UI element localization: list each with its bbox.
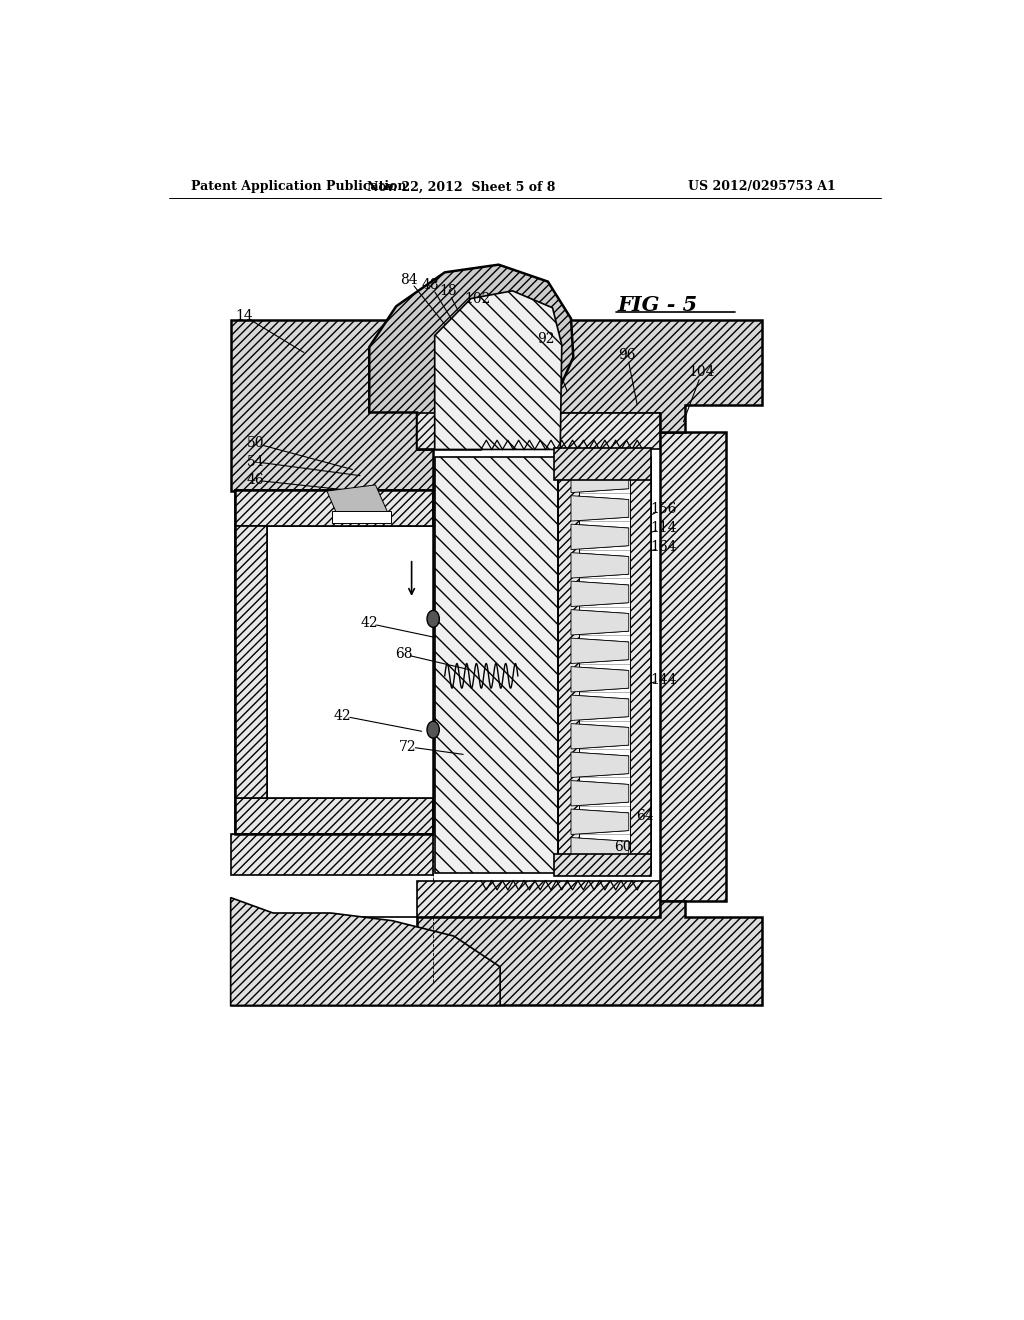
Polygon shape bbox=[230, 902, 762, 1006]
Polygon shape bbox=[435, 457, 558, 873]
Text: 46: 46 bbox=[247, 474, 264, 487]
Text: 102: 102 bbox=[464, 292, 490, 305]
Text: 42: 42 bbox=[360, 616, 378, 631]
Text: 48: 48 bbox=[422, 279, 439, 293]
Polygon shape bbox=[417, 880, 660, 917]
Text: 42: 42 bbox=[334, 709, 351, 723]
Polygon shape bbox=[234, 490, 433, 527]
Text: 60: 60 bbox=[614, 840, 632, 854]
Polygon shape bbox=[230, 917, 417, 948]
Text: 156: 156 bbox=[650, 502, 677, 516]
Polygon shape bbox=[571, 696, 629, 721]
Polygon shape bbox=[435, 290, 562, 449]
Polygon shape bbox=[571, 809, 629, 834]
Polygon shape bbox=[571, 524, 629, 549]
Polygon shape bbox=[234, 527, 267, 797]
Polygon shape bbox=[571, 667, 629, 692]
Polygon shape bbox=[571, 638, 629, 664]
Polygon shape bbox=[417, 412, 660, 449]
Text: 92: 92 bbox=[538, 333, 555, 346]
Text: 64: 64 bbox=[636, 809, 653, 822]
Text: 54: 54 bbox=[247, 455, 264, 469]
Text: 14: 14 bbox=[236, 309, 253, 323]
Polygon shape bbox=[230, 834, 433, 875]
Polygon shape bbox=[571, 752, 629, 777]
Polygon shape bbox=[230, 898, 500, 1006]
Polygon shape bbox=[234, 797, 433, 834]
Text: 18: 18 bbox=[439, 284, 457, 298]
Polygon shape bbox=[571, 581, 629, 607]
Text: 50: 50 bbox=[247, 437, 264, 450]
Polygon shape bbox=[554, 447, 651, 480]
Polygon shape bbox=[327, 484, 388, 515]
Text: 68: 68 bbox=[395, 647, 413, 661]
Polygon shape bbox=[571, 723, 629, 748]
Text: Patent Application Publication: Patent Application Publication bbox=[190, 181, 407, 194]
Text: 114: 114 bbox=[650, 521, 677, 535]
Text: US 2012/0295753 A1: US 2012/0295753 A1 bbox=[688, 181, 836, 194]
Polygon shape bbox=[571, 780, 629, 807]
Polygon shape bbox=[660, 432, 726, 902]
Text: FIG - 5: FIG - 5 bbox=[617, 294, 698, 314]
Polygon shape bbox=[230, 321, 762, 491]
Polygon shape bbox=[571, 467, 629, 492]
Text: Nov. 22, 2012  Sheet 5 of 8: Nov. 22, 2012 Sheet 5 of 8 bbox=[368, 181, 556, 194]
Text: 96: 96 bbox=[618, 347, 636, 362]
Text: 164: 164 bbox=[650, 540, 677, 554]
Ellipse shape bbox=[427, 721, 439, 738]
Polygon shape bbox=[333, 511, 391, 524]
Text: 144: 144 bbox=[650, 673, 677, 686]
Polygon shape bbox=[630, 457, 651, 873]
Polygon shape bbox=[558, 457, 580, 873]
Polygon shape bbox=[571, 610, 629, 635]
Polygon shape bbox=[571, 496, 629, 521]
Polygon shape bbox=[370, 264, 573, 449]
Text: 104: 104 bbox=[689, 366, 715, 379]
Ellipse shape bbox=[427, 610, 439, 627]
Polygon shape bbox=[554, 854, 651, 876]
Text: 72: 72 bbox=[399, 739, 417, 754]
Polygon shape bbox=[571, 838, 629, 863]
Text: 84: 84 bbox=[400, 273, 418, 286]
Polygon shape bbox=[571, 553, 629, 578]
